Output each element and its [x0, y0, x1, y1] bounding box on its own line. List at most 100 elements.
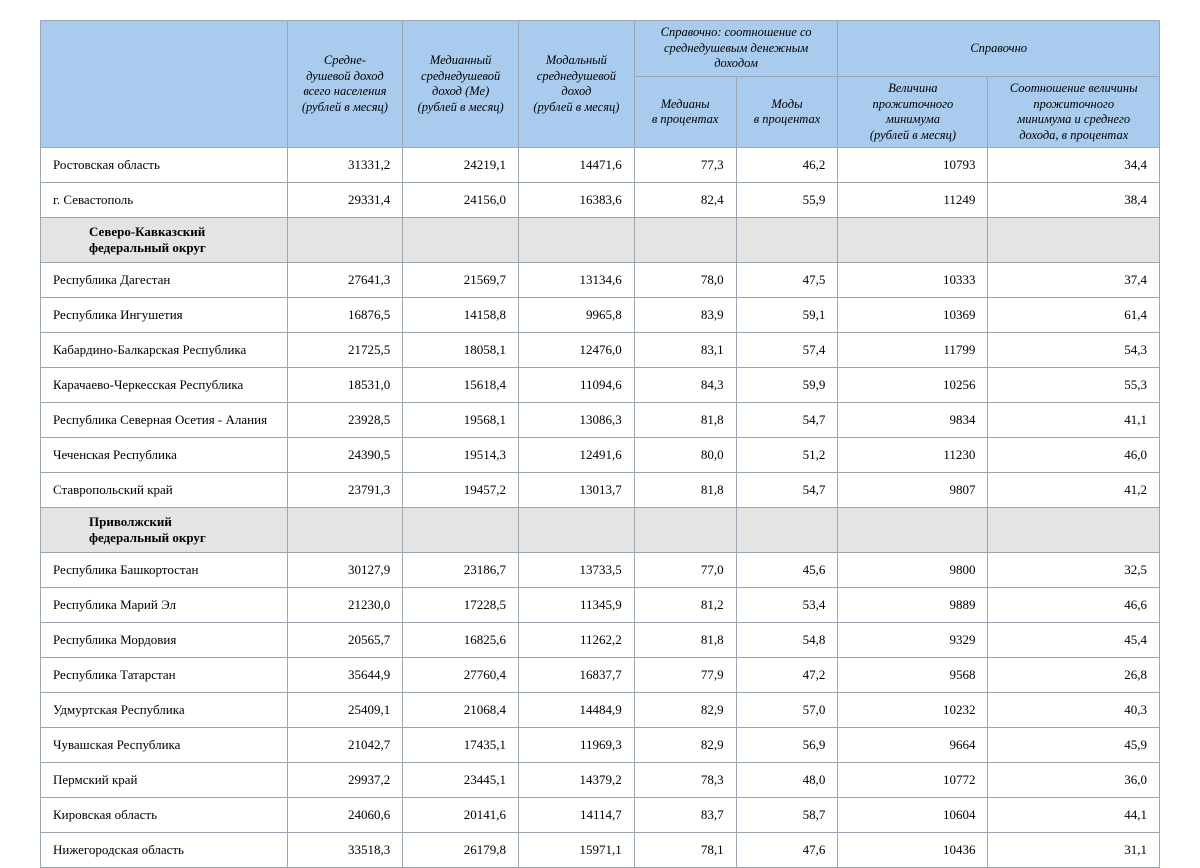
cell-median: 24156,0	[403, 183, 519, 218]
region-name: Чеченская Республика	[41, 438, 288, 473]
cell-subsistence: 9834	[838, 403, 988, 438]
cell-avg	[287, 218, 403, 263]
cell-sub-ratio: 45,4	[988, 623, 1160, 658]
cell-median-pct: 77,0	[634, 553, 736, 588]
cell-median-pct: 82,4	[634, 183, 736, 218]
cell-sub-ratio: 41,2	[988, 473, 1160, 508]
cell-subsistence	[838, 508, 988, 553]
cell-median-pct: 80,0	[634, 438, 736, 473]
cell-mode-pct	[736, 218, 838, 263]
col-ref-group: Справочно	[838, 21, 1160, 77]
cell-sub-ratio	[988, 218, 1160, 263]
cell-subsistence: 9889	[838, 588, 988, 623]
cell-mode-pct: 59,1	[736, 298, 838, 333]
table-row: Чеченская Республика24390,519514,312491,…	[41, 438, 1160, 473]
cell-median: 15618,4	[403, 368, 519, 403]
cell-mode-pct: 47,2	[736, 658, 838, 693]
cell-sub-ratio: 46,0	[988, 438, 1160, 473]
cell-sub-ratio: 41,1	[988, 403, 1160, 438]
cell-median-pct: 83,9	[634, 298, 736, 333]
cell-median: 19568,1	[403, 403, 519, 438]
cell-mode-pct: 47,6	[736, 833, 838, 868]
table-row: Республика Северная Осетия - Алания23928…	[41, 403, 1160, 438]
cell-avg: 31331,2	[287, 148, 403, 183]
cell-median-pct: 78,1	[634, 833, 736, 868]
region-name: Чувашская Республика	[41, 728, 288, 763]
cell-modal: 16837,7	[519, 658, 635, 693]
cell-mode-pct: 54,8	[736, 623, 838, 658]
region-name: Приволжскийфедеральный округ	[41, 508, 288, 553]
cell-avg: 35644,9	[287, 658, 403, 693]
table-row: Нижегородская область33518,326179,815971…	[41, 833, 1160, 868]
region-name: Удмуртская Республика	[41, 693, 288, 728]
cell-modal: 14484,9	[519, 693, 635, 728]
region-name: Нижегородская область	[41, 833, 288, 868]
cell-sub-ratio: 54,3	[988, 333, 1160, 368]
cell-median: 27760,4	[403, 658, 519, 693]
cell-subsistence: 10436	[838, 833, 988, 868]
col-ref-ratio-group: Справочно: соотношение сосреднедушевым д…	[634, 21, 838, 77]
cell-avg: 24390,5	[287, 438, 403, 473]
cell-subsistence: 10333	[838, 263, 988, 298]
cell-median	[403, 218, 519, 263]
region-name: Кабардино-Балкарская Республика	[41, 333, 288, 368]
cell-mode-pct: 48,0	[736, 763, 838, 798]
cell-mode-pct: 47,5	[736, 263, 838, 298]
cell-modal: 11262,2	[519, 623, 635, 658]
col-median-income: Медианныйсреднедушевойдоход (Ме)(рублей …	[403, 21, 519, 148]
col-subsistence: Величинапрожиточногоминимума(рублей в ме…	[838, 76, 988, 148]
cell-median-pct: 78,3	[634, 763, 736, 798]
cell-modal: 11969,3	[519, 728, 635, 763]
table-row: Кабардино-Балкарская Республика21725,518…	[41, 333, 1160, 368]
cell-avg: 21230,0	[287, 588, 403, 623]
table-row: Карачаево-Черкесская Республика18531,015…	[41, 368, 1160, 403]
cell-median: 23445,1	[403, 763, 519, 798]
cell-avg: 23791,3	[287, 473, 403, 508]
group-row: Приволжскийфедеральный округ	[41, 508, 1160, 553]
cell-median-pct: 77,3	[634, 148, 736, 183]
cell-median	[403, 508, 519, 553]
cell-median: 20141,6	[403, 798, 519, 833]
cell-subsistence: 11249	[838, 183, 988, 218]
cell-modal: 11094,6	[519, 368, 635, 403]
cell-median-pct: 83,7	[634, 798, 736, 833]
cell-subsistence	[838, 218, 988, 263]
cell-median-pct: 81,8	[634, 623, 736, 658]
region-name: Республика Мордовия	[41, 623, 288, 658]
table-row: Республика Мордовия20565,716825,611262,2…	[41, 623, 1160, 658]
cell-modal: 13086,3	[519, 403, 635, 438]
cell-modal: 14114,7	[519, 798, 635, 833]
cell-median-pct	[634, 508, 736, 553]
cell-median-pct: 81,8	[634, 473, 736, 508]
region-name: Республика Башкортостан	[41, 553, 288, 588]
cell-median: 26179,8	[403, 833, 519, 868]
cell-subsistence: 10256	[838, 368, 988, 403]
cell-modal: 11345,9	[519, 588, 635, 623]
cell-median-pct: 81,2	[634, 588, 736, 623]
table-row: Пермский край29937,223445,114379,278,348…	[41, 763, 1160, 798]
cell-mode-pct: 56,9	[736, 728, 838, 763]
region-name: г. Севастополь	[41, 183, 288, 218]
cell-subsistence: 10369	[838, 298, 988, 333]
region-name: Пермский край	[41, 763, 288, 798]
cell-avg: 25409,1	[287, 693, 403, 728]
page: Средне-душевой доходвсего населения(рубл…	[0, 0, 1200, 804]
cell-median: 21068,4	[403, 693, 519, 728]
cell-subsistence: 9568	[838, 658, 988, 693]
cell-subsistence: 10793	[838, 148, 988, 183]
cell-median-pct: 82,9	[634, 693, 736, 728]
cell-avg: 18531,0	[287, 368, 403, 403]
region-name: Кировская область	[41, 798, 288, 833]
cell-median-pct: 78,0	[634, 263, 736, 298]
cell-sub-ratio: 45,9	[988, 728, 1160, 763]
region-name: Северо-Кавказскийфедеральный округ	[41, 218, 288, 263]
cell-median: 24219,1	[403, 148, 519, 183]
col-avg-income: Средне-душевой доходвсего населения(рубл…	[287, 21, 403, 148]
cell-avg	[287, 508, 403, 553]
cell-median: 19514,3	[403, 438, 519, 473]
table-row: Ставропольский край23791,319457,213013,7…	[41, 473, 1160, 508]
cell-median: 18058,1	[403, 333, 519, 368]
cell-median-pct: 83,1	[634, 333, 736, 368]
cell-median: 17435,1	[403, 728, 519, 763]
cell-median-pct: 81,8	[634, 403, 736, 438]
